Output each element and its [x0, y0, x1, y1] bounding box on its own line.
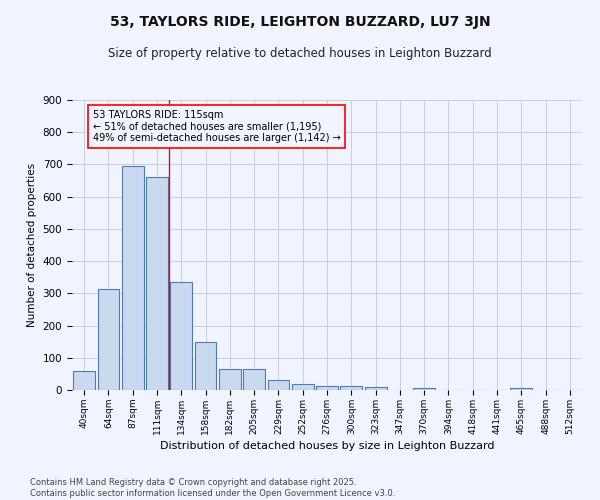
Bar — [194, 342, 217, 390]
Bar — [316, 386, 338, 390]
Text: Contains HM Land Registry data © Crown copyright and database right 2025.
Contai: Contains HM Land Registry data © Crown c… — [30, 478, 395, 498]
Text: 53, TAYLORS RIDE, LEIGHTON BUZZARD, LU7 3JN: 53, TAYLORS RIDE, LEIGHTON BUZZARD, LU7 … — [110, 15, 490, 29]
Y-axis label: Number of detached properties: Number of detached properties — [27, 163, 37, 327]
Bar — [219, 369, 241, 390]
Bar — [97, 290, 119, 390]
Bar — [413, 388, 435, 390]
Text: 53 TAYLORS RIDE: 115sqm
← 51% of detached houses are smaller (1,195)
49% of semi: 53 TAYLORS RIDE: 115sqm ← 51% of detache… — [92, 110, 340, 143]
Bar — [170, 282, 192, 390]
Bar — [511, 388, 532, 390]
Bar — [365, 387, 386, 390]
Bar — [292, 384, 314, 390]
Bar — [243, 369, 265, 390]
X-axis label: Distribution of detached houses by size in Leighton Buzzard: Distribution of detached houses by size … — [160, 441, 494, 451]
Bar — [73, 370, 95, 390]
Bar — [122, 166, 143, 390]
Bar — [268, 380, 289, 390]
Text: Size of property relative to detached houses in Leighton Buzzard: Size of property relative to detached ho… — [108, 48, 492, 60]
Bar — [340, 386, 362, 390]
Bar — [146, 178, 168, 390]
